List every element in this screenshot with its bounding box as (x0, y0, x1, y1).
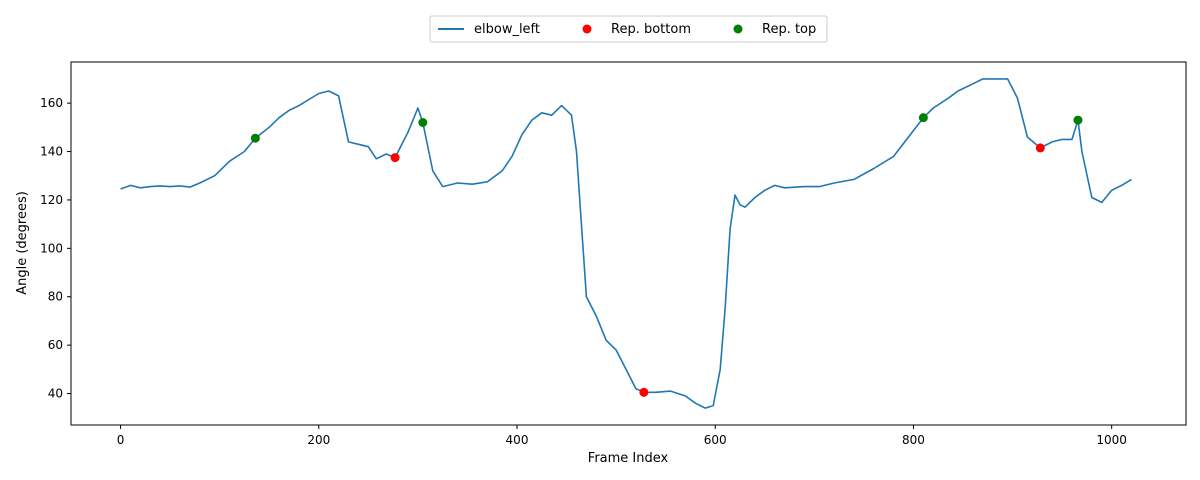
x-tick-label: 600 (704, 433, 727, 447)
rep-top-point (918, 113, 928, 123)
legend-label-rep-top: Rep. top (762, 22, 816, 37)
x-tick-label: 0 (117, 433, 125, 447)
legend-label-rep-bottom: Rep. bottom (611, 22, 691, 37)
y-tick-label: 160 (40, 96, 63, 110)
y-tick-label: 120 (40, 193, 63, 207)
x-tick-label: 800 (902, 433, 925, 447)
y-tick-label: 40 (48, 387, 63, 401)
y-tick-label: 80 (48, 290, 63, 304)
legend-label-elbow-left: elbow_left (474, 22, 540, 37)
legend: elbow_left Rep. bottom Rep. top (429, 15, 828, 43)
plot-area (120, 78, 1132, 409)
series-line-elbow-left (120, 78, 1132, 409)
x-tick-label: 200 (307, 433, 330, 447)
legend-swatch-rep-bottom (582, 24, 592, 34)
plot-frame (70, 61, 1187, 426)
rep-bottom-point (639, 387, 649, 397)
legend-swatch-rep-top (733, 24, 743, 34)
rep-bottom-point (390, 153, 400, 163)
rep-top-point (1073, 115, 1083, 125)
x-axis: 0 200 400 600 800 1000 (117, 425, 1127, 447)
rep-top-point (418, 118, 428, 127)
x-tick-label: 400 (506, 433, 529, 447)
y-axis: 40 60 80 100 120 140 160 (40, 96, 71, 401)
y-axis-label: Angle (degrees) (15, 191, 30, 295)
x-tick-label: 1000 (1096, 433, 1127, 447)
rep-bottom-point (1035, 143, 1045, 153)
y-tick-label: 100 (40, 241, 63, 255)
rep-top-point (250, 133, 260, 143)
y-tick-label: 60 (48, 338, 63, 352)
x-axis-label: Frame Index (588, 451, 669, 466)
y-tick-label: 140 (40, 145, 63, 159)
legend-frame (429, 15, 828, 43)
